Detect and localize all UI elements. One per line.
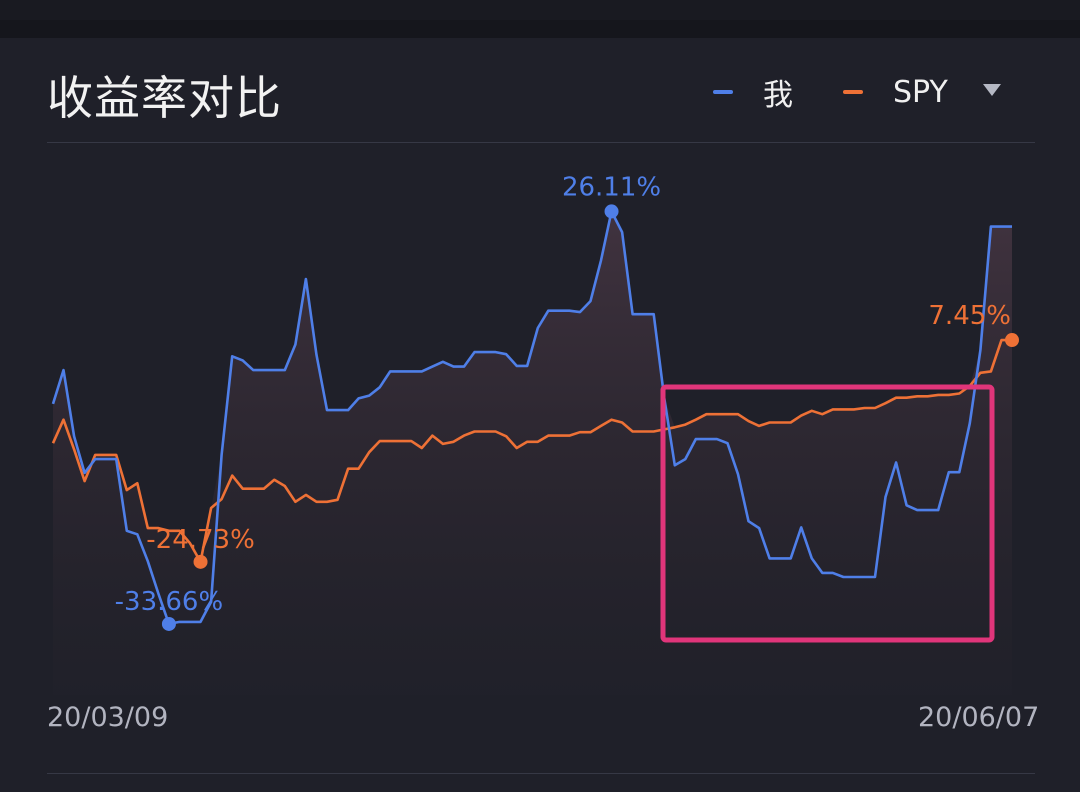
spy-max-label: 7.45%	[928, 301, 1011, 331]
highlight-box	[660, 384, 995, 643]
header-divider	[47, 142, 1035, 143]
me-max-label: 26.11%	[562, 172, 661, 202]
chart-title: 收益率对比	[47, 71, 282, 125]
spy-min-point	[193, 554, 208, 569]
spy-max-point	[1005, 333, 1019, 348]
triangle-down-icon[interactable]	[983, 84, 1001, 96]
legend-item-me[interactable]: 我	[713, 70, 793, 114]
legend-label-spy: SPY	[893, 74, 948, 110]
top-bar-shadow	[0, 20, 1080, 38]
area-fill	[53, 211, 1012, 695]
me-min-label: -33.66%	[115, 587, 224, 617]
series-line-me	[51, 210, 1012, 626]
me-max-point	[604, 204, 619, 219]
me-min-point	[161, 616, 176, 631]
top-bar	[0, 0, 1080, 20]
footer-divider	[47, 773, 1035, 774]
legend-line-me	[713, 90, 733, 94]
legend-item-spy[interactable]: SPY	[843, 70, 948, 114]
x-axis-start-label: 20/03/09	[47, 702, 169, 733]
legend-line-spy	[843, 90, 863, 94]
spy-min-label: -24.73%	[146, 525, 255, 555]
series-line-spy	[51, 338, 1012, 564]
x-axis-end-label: 20/06/07	[918, 702, 1040, 733]
legend-label-me: 我	[763, 78, 793, 113]
